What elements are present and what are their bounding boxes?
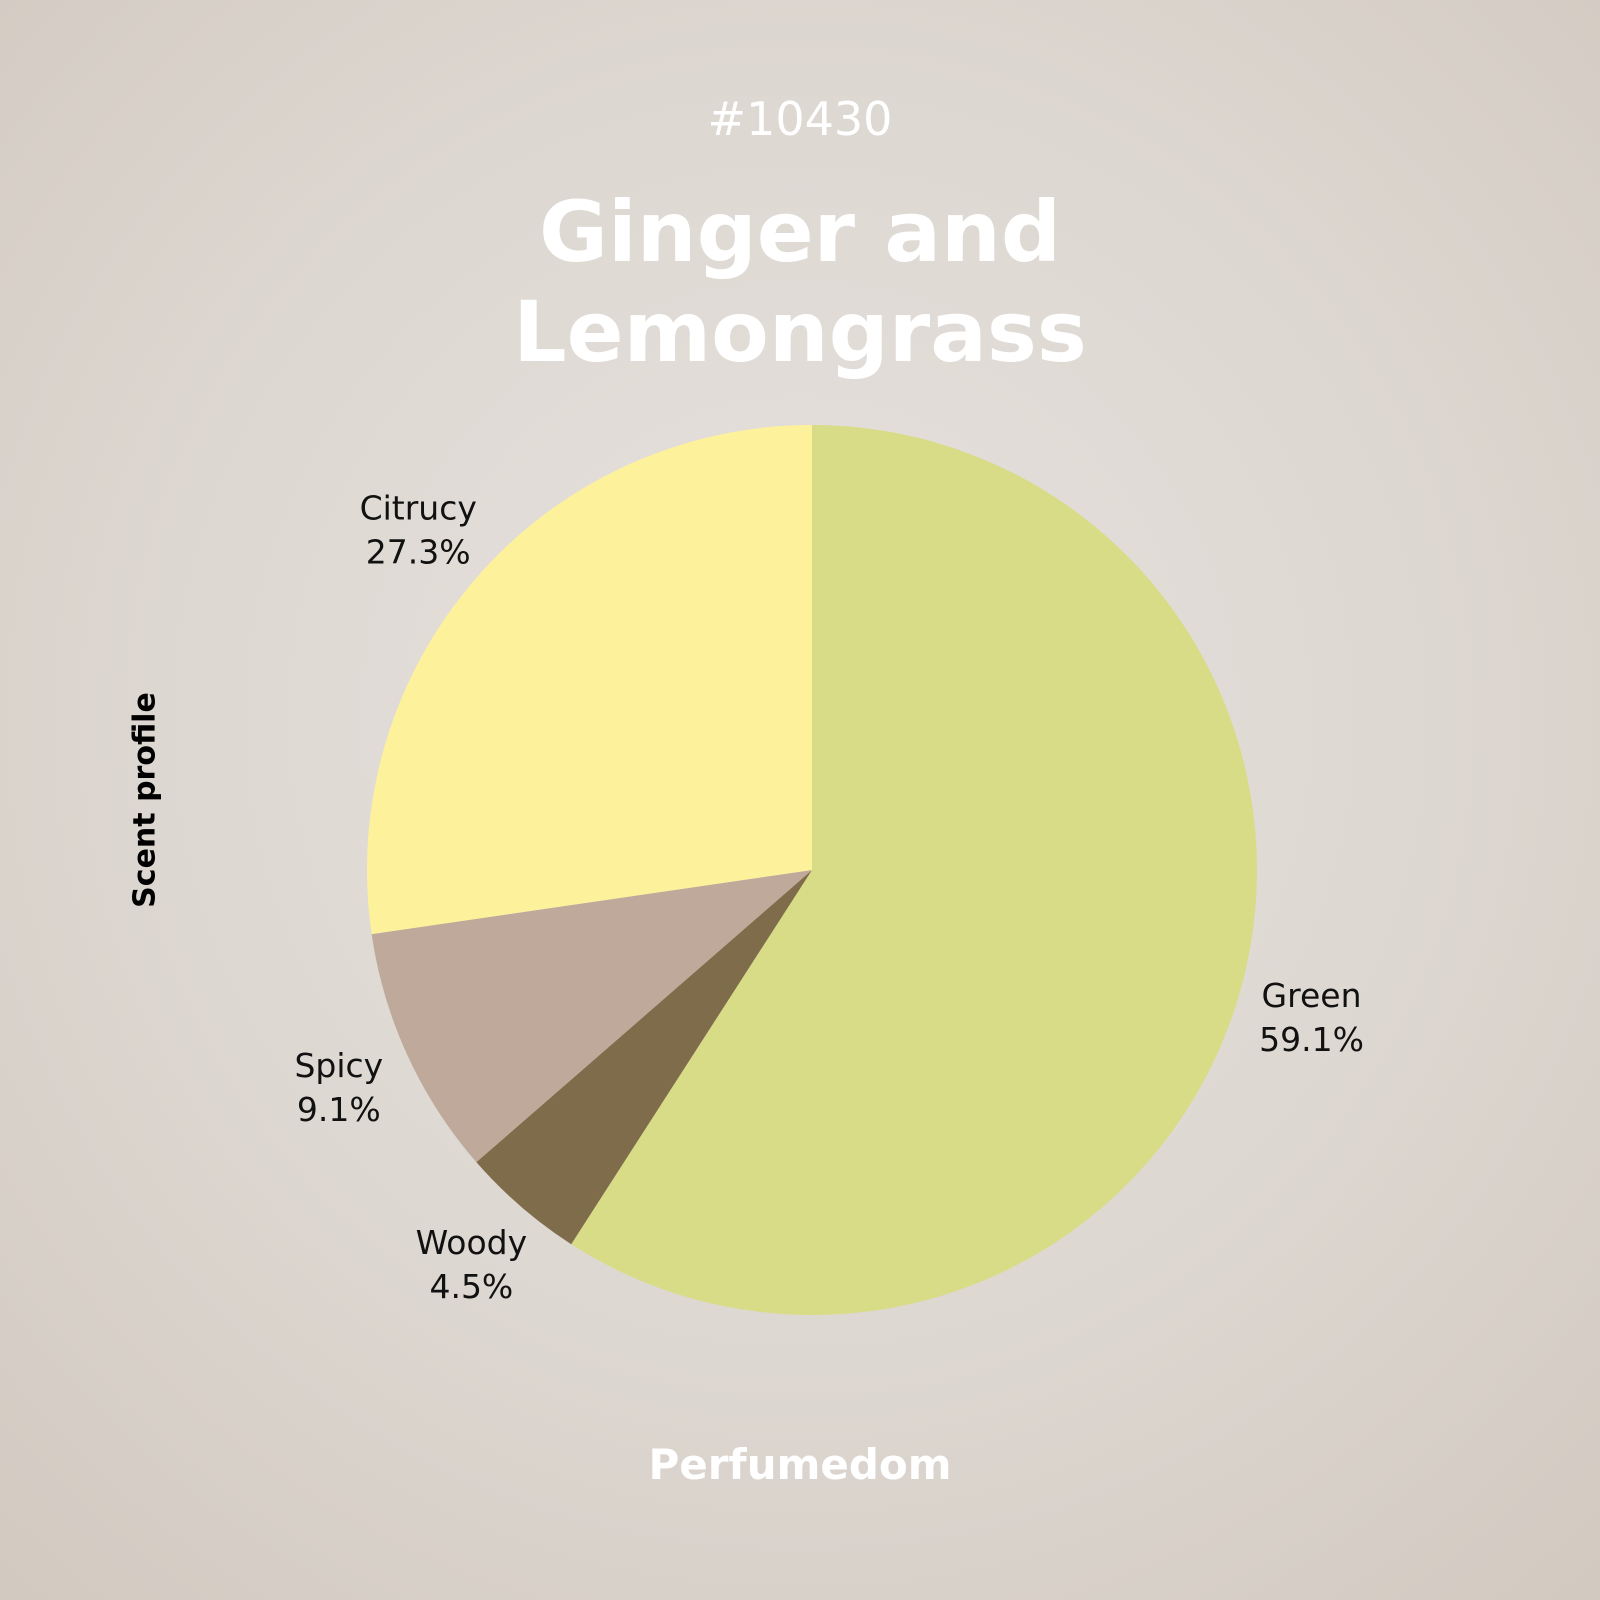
- slice-value: 4.5%: [429, 1267, 513, 1306]
- pie-slice: [476, 870, 812, 1245]
- slice-label: Woody: [416, 1223, 528, 1262]
- brand: Perfumedom: [648, 1440, 952, 1489]
- pie-slice: [367, 425, 812, 935]
- slice-value: 59.1%: [1259, 1020, 1364, 1059]
- axis-label: Scent profile: [127, 692, 163, 908]
- slice-label: Spicy: [294, 1046, 383, 1085]
- slice-value: 27.3%: [366, 532, 471, 571]
- pie-slice: [371, 870, 812, 1163]
- slice-value: 9.1%: [297, 1090, 381, 1129]
- pie-slice: [571, 425, 1257, 1316]
- chart-subtitle: #10430: [707, 92, 893, 146]
- slice-label: Green: [1262, 976, 1362, 1015]
- chart-title: Ginger and Lemongrass: [513, 183, 1087, 381]
- slice-label: Citrucy: [360, 488, 477, 527]
